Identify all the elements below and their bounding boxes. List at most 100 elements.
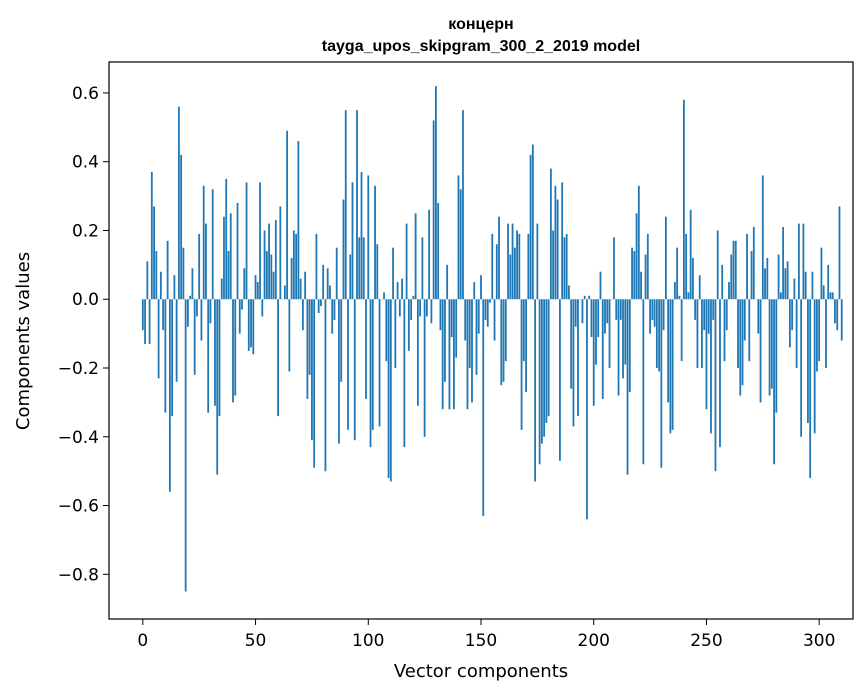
x-axis-label: Vector components	[394, 661, 568, 682]
bar-289	[793, 278, 796, 300]
bar-201	[595, 299, 597, 365]
bar-281	[775, 299, 778, 413]
bar-216	[628, 299, 631, 393]
bar-303	[825, 299, 827, 369]
bar-114	[398, 299, 401, 317]
bar-17	[180, 154, 183, 300]
bar-117	[405, 223, 408, 300]
bar-84	[331, 299, 334, 334]
plot-frame	[108, 61, 854, 620]
bar-21	[189, 295, 192, 300]
bar-48	[250, 299, 252, 348]
bar-41	[234, 299, 237, 396]
bar-227	[653, 299, 656, 327]
bar-266	[741, 299, 744, 386]
bar-209	[613, 237, 615, 300]
bar-296	[809, 299, 812, 479]
x-tick-label: 250	[690, 631, 722, 651]
x-tick-label: 100	[352, 631, 384, 651]
bar-177	[540, 299, 543, 444]
bar-191	[572, 299, 575, 427]
bar-294	[804, 271, 807, 300]
bar-60	[277, 299, 279, 417]
bar-231	[662, 299, 665, 331]
bar-32	[214, 299, 216, 406]
bar-34	[218, 299, 221, 417]
bar-71	[301, 299, 304, 331]
bar-127	[428, 209, 431, 300]
bar-29	[207, 299, 210, 413]
bar-154	[489, 299, 491, 303]
bar-110	[389, 299, 392, 482]
bar-298	[813, 299, 816, 434]
bar-239	[680, 299, 683, 362]
bar-5	[153, 206, 155, 300]
bar-97	[360, 172, 363, 300]
bar-128	[430, 299, 433, 324]
bar-176	[538, 299, 541, 465]
bar-119	[410, 299, 413, 320]
bar-42	[236, 202, 239, 300]
bar-270	[750, 251, 753, 300]
bar-0	[141, 299, 144, 331]
bar-83	[329, 285, 331, 300]
bar-309	[838, 206, 841, 300]
bar-282	[777, 254, 780, 300]
bar-52	[259, 182, 261, 300]
bar-256	[719, 299, 721, 448]
bar-292	[800, 299, 803, 437]
bar-93	[351, 182, 354, 300]
bar-269	[748, 299, 751, 362]
y-axis-label: Components values	[13, 252, 34, 430]
bar-116	[403, 299, 406, 448]
bar-87	[338, 299, 340, 444]
bar-236	[673, 282, 676, 300]
bar-215	[626, 299, 629, 475]
bar-223	[644, 254, 647, 300]
bar-250	[705, 299, 708, 410]
bar-143	[464, 299, 467, 341]
bar-99	[365, 299, 367, 399]
y-tick-label: 0.0	[72, 290, 99, 310]
bar-307	[834, 299, 836, 324]
bar-13	[171, 299, 174, 417]
bar-237	[676, 247, 679, 300]
bar-49	[252, 299, 255, 355]
bar-200	[592, 299, 595, 406]
bar-243	[689, 209, 692, 300]
bar-238	[678, 295, 681, 300]
bar-220	[637, 185, 640, 300]
bar-43	[238, 299, 241, 334]
bar-141	[459, 189, 462, 300]
bar-138	[453, 299, 455, 410]
x-tick-label: 50	[245, 631, 267, 651]
bar-3	[148, 299, 151, 344]
bar-198	[588, 295, 591, 300]
bar-211	[617, 299, 620, 396]
bar-246	[696, 299, 699, 369]
bar-96	[358, 237, 361, 300]
bar-18	[182, 247, 185, 300]
bar-126	[425, 299, 428, 317]
bar-111	[392, 247, 394, 300]
bar-265	[739, 299, 742, 396]
bar-212	[619, 299, 622, 320]
x-tick-label: 150	[465, 631, 497, 651]
bar-261	[730, 254, 733, 300]
bar-279	[770, 299, 773, 389]
bar-165	[513, 247, 516, 300]
bar-155	[491, 233, 494, 300]
bar-86	[335, 247, 338, 300]
bar-214	[624, 299, 627, 365]
bar-217	[631, 247, 633, 300]
bar-152	[484, 299, 487, 320]
bar-78	[317, 299, 320, 313]
bar-24	[196, 299, 198, 317]
bar-112	[394, 299, 397, 369]
bar-142	[462, 110, 464, 300]
bar-133	[441, 299, 444, 410]
bar-6	[155, 251, 158, 300]
bar-11	[166, 240, 169, 300]
bar-69	[297, 141, 300, 300]
bar-39	[229, 213, 232, 300]
